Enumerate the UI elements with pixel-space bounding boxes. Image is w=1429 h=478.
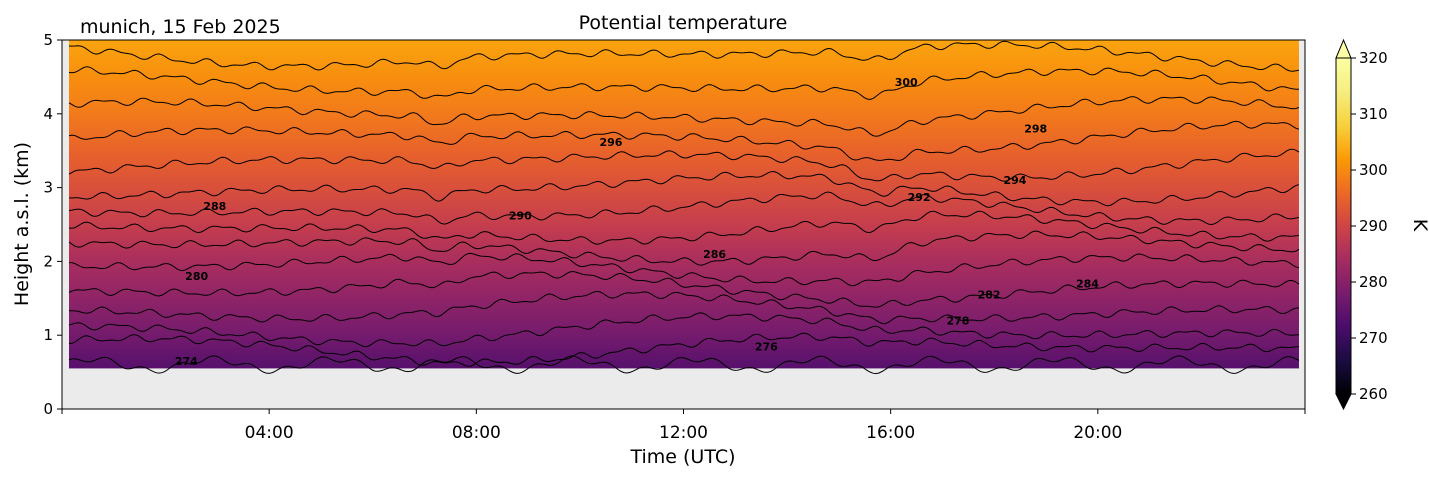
colorbar-ticks: 260 270 280 290 300 310 320 (1351, 49, 1388, 403)
contour-label-280: 280 (185, 270, 208, 283)
contour-line-300 (68, 66, 1300, 101)
contour-label-300: 300 (895, 76, 918, 89)
y-tick-label: 1 (43, 326, 53, 344)
contour-line-286 (68, 230, 1300, 266)
contour-labels: 274 276 278 280 282 284 286 288 290 292 294 296 298 3… (175, 76, 1099, 368)
contour-line-288 (68, 210, 1300, 245)
contour-label-274: 274 (175, 355, 198, 368)
contour-label-278: 278 (947, 314, 970, 327)
x-tick-label: 04:00 (245, 423, 294, 443)
contour-label-296: 296 (600, 136, 623, 149)
x-tick-label: 08:00 (452, 423, 501, 443)
colorbar-gradient (1336, 58, 1351, 394)
contour-label-284: 284 (1076, 278, 1099, 291)
contour-label-276: 276 (755, 340, 778, 353)
contour-label-292: 292 (908, 191, 931, 204)
contour-label-282: 282 (978, 289, 1001, 302)
contour-line-290 (68, 191, 1300, 226)
x-tick-label: 20:00 (1073, 423, 1122, 443)
y-tick-label: 4 (43, 105, 53, 123)
contour-line-274 (68, 355, 1300, 375)
contour-label-286: 286 (703, 248, 726, 261)
colorbar-extend-min (1335, 393, 1352, 411)
y-tick-label: 3 (43, 179, 53, 197)
chart-subtitle: munich, 15 Feb 2025 (80, 16, 281, 38)
colorbar-tick-label: 320 (1359, 49, 1388, 67)
contour-line-280 (68, 290, 1300, 325)
colorbar-tick-label: 270 (1359, 329, 1388, 347)
contour-line-292 (68, 170, 1300, 207)
colorbar-tick-label: 290 (1359, 217, 1388, 235)
contour-line-284 (69, 252, 1300, 287)
contour-label-290: 290 (509, 210, 532, 223)
x-axis-ticks: 04:00 08:00 12:00 16:00 20:00 (61, 409, 1306, 443)
chart-title: Potential temperature (579, 12, 788, 34)
colorbar-tick-label: 310 (1359, 105, 1388, 123)
y-tick-label: 2 (43, 252, 53, 270)
temperature-field (69, 40, 1299, 369)
contour-label-294: 294 (1003, 174, 1026, 187)
contour-lines (68, 40, 1300, 375)
contour-line-302 (68, 40, 1300, 72)
contour-line-278 (68, 312, 1299, 348)
contour-line-276 (68, 332, 1300, 367)
colorbar-tick-label: 260 (1359, 385, 1388, 403)
colorbar-tick-label: 280 (1359, 273, 1388, 291)
y-tick-label: 5 (43, 31, 53, 49)
contour-line-296 (68, 120, 1300, 161)
x-axis-label: Time (UTC) (629, 446, 735, 468)
contour-line-298 (68, 96, 1300, 137)
y-tick-label: 0 (43, 400, 53, 418)
y-axis-label: Height a.s.l. (km) (11, 142, 33, 306)
contour-line-294 (68, 148, 1300, 182)
y-axis-ticks: 0 1 2 3 4 5 (43, 31, 62, 418)
colorbar-label: K (1409, 219, 1429, 232)
colorbar-tick-label: 300 (1359, 161, 1388, 179)
colorbar: 260 270 280 290 300 310 320 K (1335, 38, 1429, 411)
contour-line-282 (68, 270, 1300, 308)
x-tick-label: 16:00 (866, 423, 915, 443)
contour-label-298: 298 (1024, 123, 1047, 136)
colorbar-extend-max (1335, 38, 1352, 59)
x-tick-label: 12:00 (659, 423, 708, 443)
contour-label-288: 288 (203, 200, 226, 213)
